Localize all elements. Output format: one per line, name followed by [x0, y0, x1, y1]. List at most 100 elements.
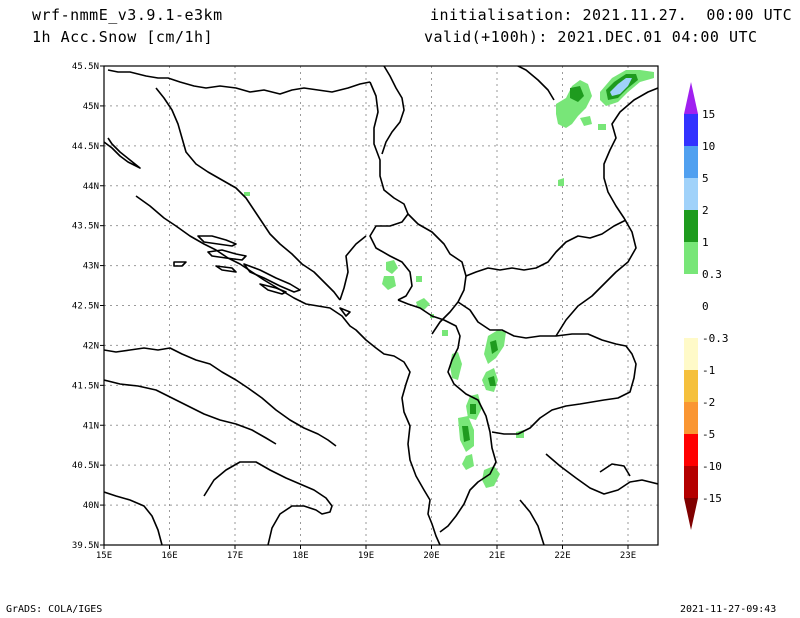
footer-timestamp: 2021-11-27-09:43 — [680, 604, 777, 615]
lon-label: 22E — [554, 551, 570, 561]
snow-area — [570, 86, 584, 102]
snow-area — [598, 124, 606, 130]
lat-label: 40.5N — [72, 461, 99, 471]
snow-area — [580, 116, 592, 126]
colorbar-bin — [684, 178, 698, 210]
colorbar-bin — [684, 146, 698, 178]
footer-credit: GrADS: COLA/IGES — [6, 604, 103, 615]
colorbar-label: 1 — [702, 236, 709, 249]
island — [243, 263, 301, 293]
lat-label: 44N — [83, 182, 99, 192]
lon-label: 16E — [161, 551, 177, 561]
coastline — [104, 379, 277, 445]
valid-time: valid(+100h): 2021.DEC.01 04:00 UTC — [424, 28, 758, 46]
border — [516, 66, 555, 101]
snow-area — [442, 330, 448, 336]
lon-label: 23E — [620, 551, 636, 561]
axis-ticks — [100, 65, 629, 549]
snow-area — [416, 276, 422, 282]
graticule — [104, 66, 658, 545]
coastline — [545, 453, 658, 495]
lon-label: 17E — [227, 551, 243, 561]
colorbar-bin — [684, 466, 698, 498]
snow-area — [490, 340, 498, 354]
border — [397, 299, 497, 533]
lat-label: 40N — [83, 501, 99, 511]
lon-label: 21E — [489, 551, 505, 561]
colorbar-label: 10 — [702, 140, 715, 153]
island — [259, 283, 287, 295]
colorbar-bin — [684, 338, 698, 370]
coastline — [104, 137, 441, 545]
colorbar-top-arrow — [684, 82, 698, 114]
longitude-labels: 15E 16E 17E 18E 19E 20E 21E 22E 23E — [96, 551, 636, 561]
colorbar-label: -0.3 — [702, 332, 729, 345]
colorbar-bin — [684, 210, 698, 242]
variable-title: 1h Acc.Snow [cm/1h] — [32, 28, 214, 46]
lat-label: 43.5N — [72, 222, 99, 232]
border — [555, 87, 658, 337]
border — [457, 301, 637, 435]
colorbar-bin — [684, 114, 698, 146]
border — [381, 66, 405, 155]
colorbar-bin — [684, 370, 698, 402]
snow-area — [610, 78, 632, 96]
snow-fields — [244, 70, 654, 488]
border — [339, 235, 367, 301]
colorbar-bottom-arrow — [684, 498, 698, 530]
lat-label: 44.5N — [72, 142, 99, 152]
snow-area — [462, 454, 474, 470]
lat-label: 39.5N — [72, 541, 99, 551]
init-time: initialisation: 2021.11.27. 00:00 UTC — [430, 6, 793, 24]
lat-label: 41N — [83, 421, 99, 431]
colorbar-bin — [684, 402, 698, 434]
snow-area — [462, 426, 470, 442]
colorbar: 15 10 5 2 1 0.3 0 -0.3 -1 -2 -5 -10 -15 — [684, 82, 729, 530]
lat-label: 45.5N — [72, 62, 99, 72]
snow-area — [556, 80, 592, 128]
latitude-labels: 45.5N 45N 44.5N 44N 43.5N 43N 42.5N 42N 41.5N 41N… — [72, 62, 99, 551]
island — [197, 235, 237, 247]
lon-label: 18E — [292, 551, 308, 561]
lon-label: 15E — [96, 551, 112, 561]
colorbar-label: 0.3 — [702, 268, 722, 281]
colorbar-label: 5 — [702, 172, 709, 185]
snow-area — [244, 192, 250, 196]
colorbar-bin — [684, 242, 698, 274]
snow-area — [558, 178, 564, 186]
coastline — [203, 461, 333, 545]
lat-label: 41.5N — [72, 381, 99, 391]
border — [155, 87, 341, 301]
island — [339, 307, 351, 317]
snow-area — [382, 276, 396, 290]
snow-area — [482, 466, 500, 488]
border — [107, 69, 371, 95]
colorbar-bin — [684, 274, 698, 306]
lon-label: 19E — [358, 551, 374, 561]
border — [369, 81, 413, 301]
colorbar-label: -15 — [702, 492, 722, 505]
colorbar-bin — [684, 434, 698, 466]
lon-label: 20E — [423, 551, 439, 561]
snow-area — [488, 376, 496, 386]
lat-label: 45N — [83, 102, 99, 112]
coastlines-borders — [104, 66, 658, 545]
island — [173, 261, 187, 267]
coastline — [104, 491, 163, 545]
colorbar-bin — [684, 306, 698, 338]
lat-label: 43N — [83, 262, 99, 272]
snow-area — [450, 352, 462, 380]
coastline — [599, 463, 631, 477]
lat-label: 42.5N — [72, 302, 99, 312]
snow-area — [386, 260, 398, 274]
coastline — [104, 347, 337, 447]
border — [465, 219, 627, 277]
colorbar-label: 15 — [702, 108, 715, 121]
island — [207, 249, 247, 261]
coastline — [519, 499, 545, 545]
colorbar-label: 0 — [702, 300, 709, 313]
colorbar-label: -10 — [702, 460, 722, 473]
colorbar-label: 2 — [702, 204, 709, 217]
colorbar-label: -5 — [702, 428, 715, 441]
